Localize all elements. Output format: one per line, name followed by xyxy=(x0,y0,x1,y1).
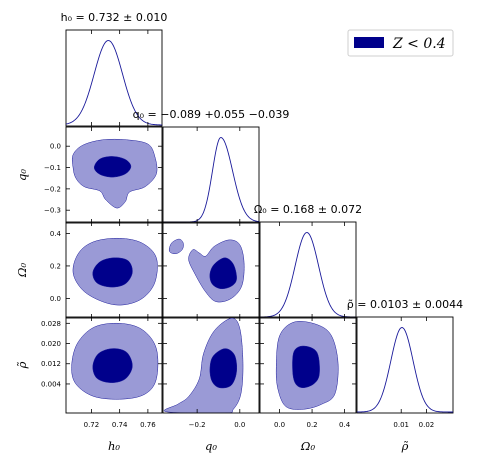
ytick-label-rho-1: 0.020 xyxy=(41,340,61,348)
ytick-label-q0-1: −0.1 xyxy=(44,164,61,172)
xaxis-label-q0: q₀ xyxy=(205,439,217,453)
marginal-h0: h₀ = 0.732 ± 0.010 xyxy=(61,11,168,127)
marginal-curve-q0 xyxy=(163,137,260,223)
ytick-label-q0-0: 0.0 xyxy=(50,143,61,151)
pair-Om0-rho xyxy=(259,316,357,414)
marginal-rho: ρ̃ = 0.0103 ± 0.0044 xyxy=(347,298,463,414)
contour-95-4 xyxy=(163,318,244,413)
marginal-frame-Om0 xyxy=(259,221,357,319)
ytick-label-rho-3: 0.004 xyxy=(41,380,62,388)
xtick-label-h0-0: 0.72 xyxy=(84,421,100,429)
xtick-label-q0-1: 0.0 xyxy=(234,421,245,429)
yaxis-rho: 0.028 0.020 0.012 0.004 ρ̃ xyxy=(15,320,62,389)
xtick-label-Om0-0: 0.0 xyxy=(274,421,285,429)
pair-contours-2 xyxy=(71,322,159,400)
xtick-label-rho-0: 0.01 xyxy=(393,421,409,429)
marginal-frame-h0 xyxy=(65,29,163,127)
marginal-curve-h0 xyxy=(65,40,163,126)
ytick-label-Om0-0: 0.4 xyxy=(50,230,62,238)
xaxis-Om0: 0.0 0.2 0.4 Ω₀ xyxy=(274,421,351,453)
ytick-label-Om0-2: 0.0 xyxy=(50,295,61,303)
contour-68-0 xyxy=(93,156,132,178)
ytick-label-Om0-1: 0.2 xyxy=(50,262,61,270)
pair-q0-Om0 xyxy=(162,221,260,319)
pair-q0-rho xyxy=(162,316,260,414)
xaxis-q0: −0.2 0.0 q₀ xyxy=(189,421,246,453)
xaxis-rho: 0.01 0.02 ρ̃ xyxy=(393,421,434,453)
marginal-Om0: Ω₀ = 0.168 ± 0.072 xyxy=(254,203,362,319)
contour-68-1 xyxy=(92,257,133,288)
xtick-label-rho-1: 0.02 xyxy=(419,421,435,429)
contour-68-4 xyxy=(209,348,238,389)
xtick-label-h0-2: 0.76 xyxy=(140,421,156,429)
legend-swatch xyxy=(354,37,384,48)
pair-frame-0 xyxy=(65,126,163,224)
marginal-curve-Om0 xyxy=(260,232,357,318)
yaxis-q0: 0.0 −0.1 −0.2 −0.3 q₀ xyxy=(15,143,61,215)
xtick-label-h0-1: 0.74 xyxy=(112,421,128,429)
yaxis-label-rho: ρ̃ xyxy=(15,361,29,369)
pair-frame-4 xyxy=(162,316,260,414)
legend-frame xyxy=(347,29,454,57)
marginal-frame-q0 xyxy=(162,126,260,224)
xtick-label-Om0-2: 0.4 xyxy=(339,421,351,429)
ytick-label-rho-0: 0.028 xyxy=(41,320,61,328)
pair-frame-3 xyxy=(162,221,260,319)
yaxis-label-Om0: Ω₀ xyxy=(15,263,29,279)
marginal-frame-rho xyxy=(356,316,454,414)
contour-68-5 xyxy=(292,345,320,388)
pair-contours-3 xyxy=(168,238,245,303)
marginal-curve-rho xyxy=(356,327,453,413)
legend: Z < 0.4 xyxy=(347,29,454,57)
marginal-title-q0: q₀ = −0.089 +0.055 −0.039 xyxy=(133,108,290,121)
ytick-label-q0-3: −0.3 xyxy=(44,207,61,215)
xaxis-label-h0: h₀ xyxy=(108,439,120,453)
xaxis-label-rho: ρ̃ xyxy=(401,439,409,453)
contour-68-2 xyxy=(92,348,133,383)
pair-frame-2 xyxy=(65,316,163,414)
ytick-label-rho-2: 0.012 xyxy=(41,360,61,368)
panels-layer: h₀ = 0.732 ± 0.010 q₀ = −0.089 +0.055 −0.… xyxy=(15,11,463,453)
pair-frame-5 xyxy=(259,316,357,414)
pair-h0-rho xyxy=(65,316,163,414)
legend-label: Z < 0.4 xyxy=(392,36,446,52)
pair-contours-1 xyxy=(72,237,158,306)
xaxis-label-Om0: Ω₀ xyxy=(300,439,316,453)
marginal-title-rho: ρ̃ = 0.0103 ± 0.0044 xyxy=(347,298,463,311)
xtick-label-Om0-1: 0.2 xyxy=(306,421,317,429)
marginal-title-Om0: Ω₀ = 0.168 ± 0.072 xyxy=(254,203,362,216)
pair-h0-Om0 xyxy=(65,221,163,319)
contour-95-extra-3 xyxy=(168,238,184,255)
xtick-label-q0-0: −0.2 xyxy=(189,421,206,429)
pair-frame-1 xyxy=(65,221,163,319)
yaxis-Om0: 0.4 0.2 0.0 Ω₀ xyxy=(15,230,62,303)
pair-contours-0 xyxy=(71,138,158,209)
marginal-title-h0: h₀ = 0.732 ± 0.010 xyxy=(61,11,168,24)
pair-h0-q0 xyxy=(65,126,163,224)
pair-contours-4 xyxy=(163,318,244,413)
ytick-label-q0-2: −0.2 xyxy=(44,185,61,193)
yaxis-label-q0: q₀ xyxy=(15,169,29,181)
pair-contours-5 xyxy=(275,321,339,410)
contour-68-3 xyxy=(209,257,237,290)
xaxis-h0: 0.72 0.74 0.76 h₀ xyxy=(84,421,157,453)
